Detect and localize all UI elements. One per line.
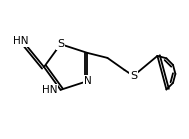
Text: HN: HN	[42, 85, 58, 95]
Text: N: N	[84, 76, 91, 86]
Text: S: S	[130, 71, 137, 81]
Text: S: S	[57, 39, 64, 49]
Text: HN: HN	[13, 36, 29, 46]
